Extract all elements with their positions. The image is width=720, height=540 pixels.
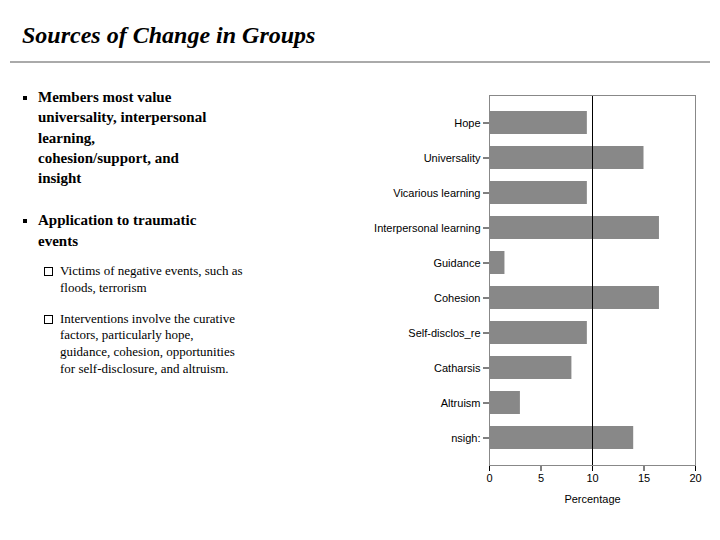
svg-text:10: 10 xyxy=(586,472,598,484)
svg-text:Universality: Universality xyxy=(424,152,481,164)
svg-text:nsigh:: nsigh: xyxy=(451,432,480,444)
html-text:Sources of Change in Groups: Sources of Change in Groups xyxy=(22,22,316,48)
svg-text:Percentage: Percentage xyxy=(564,493,620,505)
svg-text:Cohesion: Cohesion xyxy=(434,292,480,304)
svg-text:Vicarious learning: Vicarious learning xyxy=(393,187,480,199)
html-text:Members most value universalit: Members most value universality, interpe… xyxy=(38,89,207,186)
svg-text:Interpersonal learning: Interpersonal learning xyxy=(374,222,480,234)
svg-text:20: 20 xyxy=(689,472,701,484)
html-text:Victims of negative events, su: Victims of negative events, such as floo… xyxy=(60,262,243,295)
svg-text:Catharsis: Catharsis xyxy=(434,362,481,374)
html-text:Interventions involve the cura: Interventions involve the curative facto… xyxy=(60,310,236,377)
svg-text:Self-disclos_re: Self-disclos_re xyxy=(408,327,480,339)
svg-text:Guidance: Guidance xyxy=(433,257,480,269)
svg-text:Hope: Hope xyxy=(454,117,480,129)
svg-text:15: 15 xyxy=(638,472,650,484)
svg-text:0: 0 xyxy=(486,472,492,484)
svg-text:Altruism: Altruism xyxy=(441,397,481,409)
html-text:Application to traumatic event: Application to traumatic events xyxy=(38,212,197,249)
svg-text:5: 5 xyxy=(538,472,544,484)
